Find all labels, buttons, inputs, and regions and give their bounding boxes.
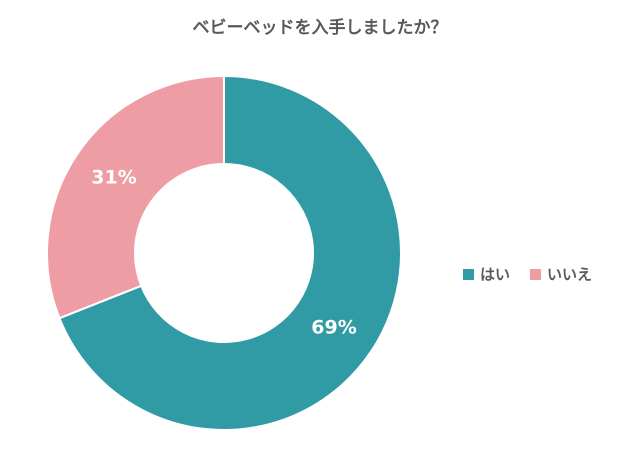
legend-label: はい — [480, 266, 510, 284]
chart-title: ベビーベッドを入手しましたか？ — [193, 17, 448, 38]
data-label: 69% — [311, 316, 356, 338]
slice — [58, 74, 402, 431]
slice — [46, 74, 225, 320]
legend-swatch — [530, 269, 542, 280]
legend-swatch — [463, 269, 474, 280]
legend-label: いいえ — [547, 266, 592, 284]
data-label: 31% — [91, 167, 136, 189]
